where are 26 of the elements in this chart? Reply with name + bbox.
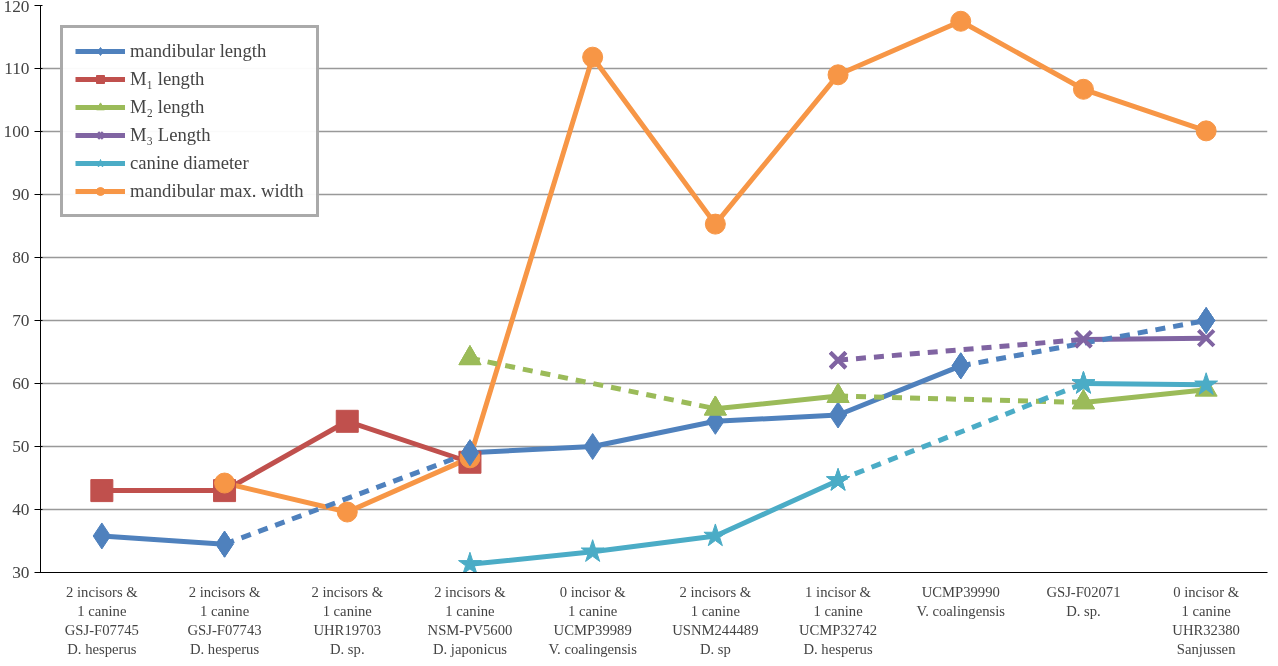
x-tick-label: 2 incisors & 1 canine GSJ-F07743 D. hesperus bbox=[187, 583, 262, 658]
legend-label: mandibular max. width bbox=[130, 180, 304, 202]
y-tick-label: 100 bbox=[3, 122, 30, 141]
legend-label: mandibular length bbox=[130, 40, 267, 62]
x-tick-label: 1 incisor & 1 canine UCMP32742 D. hesperus bbox=[798, 583, 878, 658]
x-tick-label: 2 incisors & 1 canine NSM-PV5600 D. japonicus bbox=[427, 583, 513, 658]
y-tick-label: 30 bbox=[12, 563, 30, 582]
x-tick-label: 0 incisor & 1 canine UCMP39989 V. coalingensis bbox=[548, 583, 638, 658]
legend-label: M₂ length bbox=[130, 96, 205, 118]
y-tick-label: 80 bbox=[12, 248, 30, 267]
y-tick-label: 110 bbox=[4, 59, 30, 78]
y-tick-label: 90 bbox=[12, 185, 30, 204]
y-tick-label: 40 bbox=[12, 500, 30, 519]
x-tick-label: 0 incisor & 1 canine UHR32380 Sanjussen bbox=[1172, 583, 1240, 658]
y-tick-label: 70 bbox=[12, 311, 30, 330]
legend-label: M₁ length bbox=[130, 68, 205, 90]
legend-label: canine diameter bbox=[130, 152, 249, 174]
x-tick-label: 2 incisors & 1 canine UHR19703 D. sp. bbox=[311, 583, 384, 658]
y-tick-label: 50 bbox=[12, 437, 30, 456]
y-tick-label: 60 bbox=[12, 374, 30, 393]
x-tick-label: GSJ-F02071 D. sp. bbox=[1046, 583, 1121, 619]
x-tick-label: UCMP39990 V. coalingensis bbox=[916, 583, 1006, 619]
y-tick-label: 120 bbox=[3, 0, 30, 16]
x-tick-label: 2 incisors & 1 canine GSJ-F07745 D. hesperus bbox=[64, 583, 139, 658]
x-tick-label: 2 incisors & 1 canine USNM244489 D. sp bbox=[672, 583, 759, 658]
legend-label: M₃ Length bbox=[130, 124, 211, 146]
